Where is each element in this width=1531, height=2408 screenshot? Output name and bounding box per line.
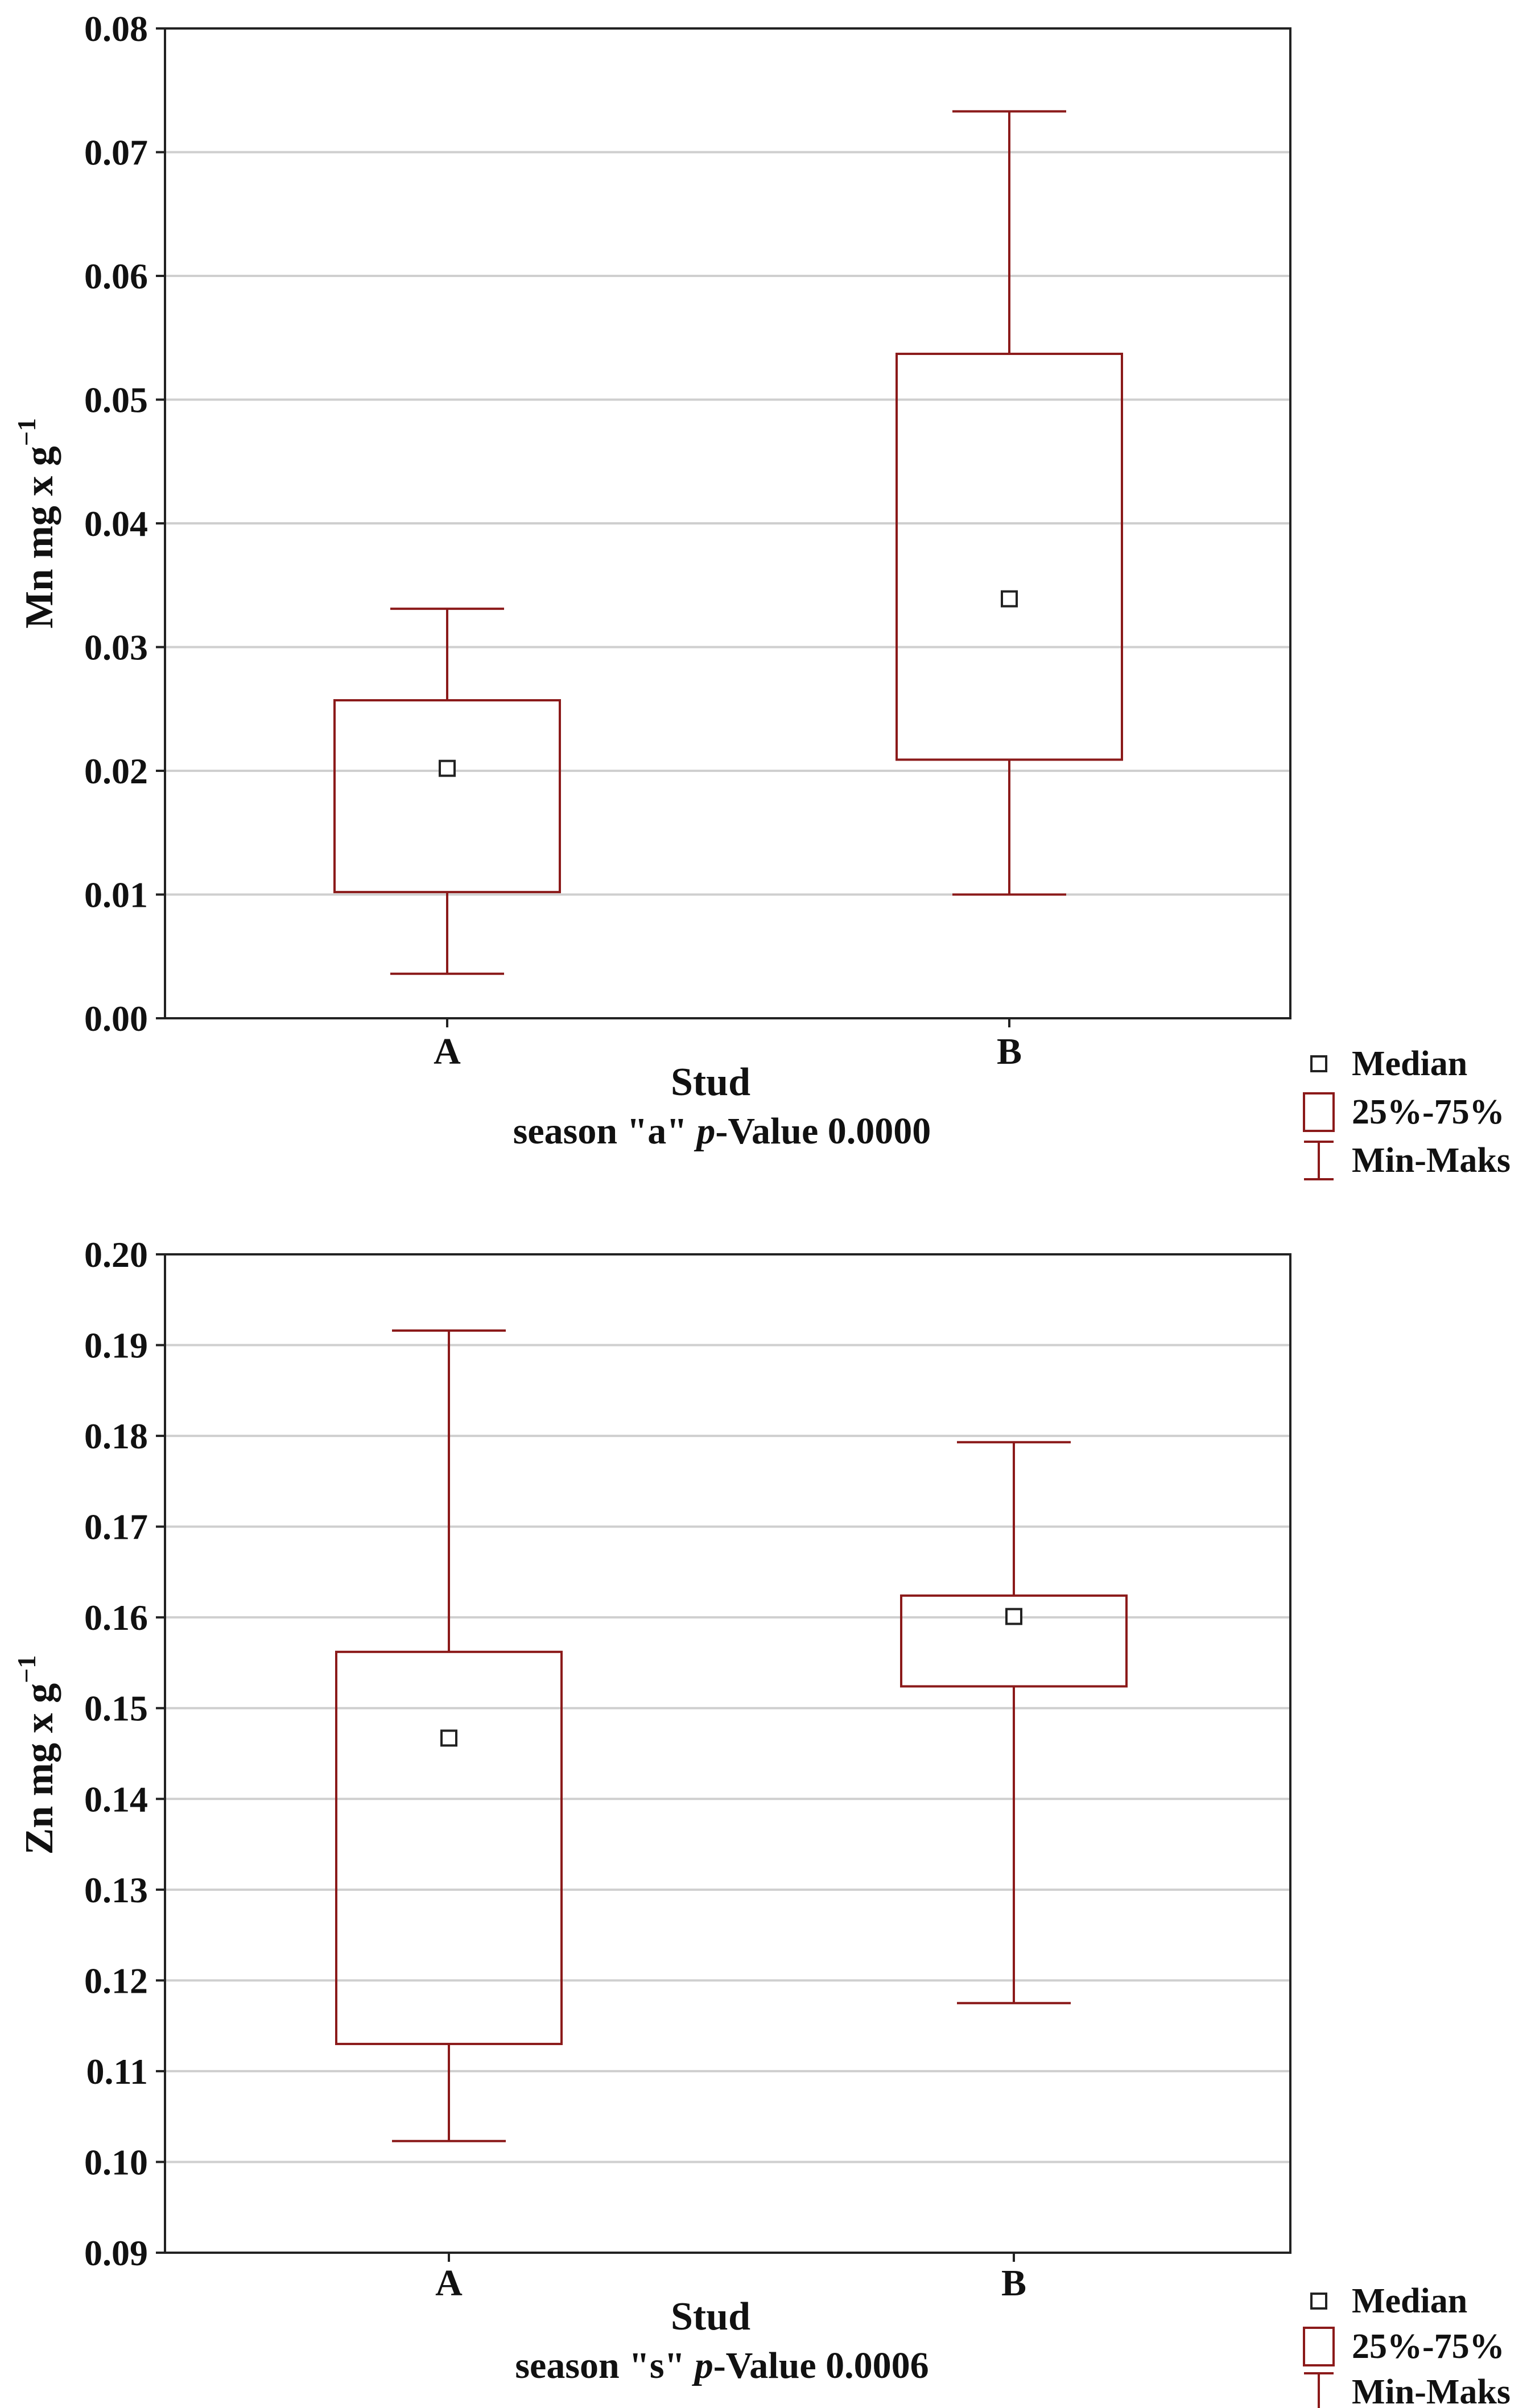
x-axis-subtitle: season "s" p-Value 0.0006 [515,2345,928,2386]
y-tick-label: 0.11 [86,2051,148,2092]
y-tick-label: 0.01 [84,875,148,915]
median-marker [1005,1608,1022,1625]
y-tick-label: 0.14 [84,1779,148,1819]
legend-whisker-label: Min-Maks [1352,1141,1511,1180]
subtitle-season: season "s" [515,2345,694,2386]
y-tick-label: 0.04 [84,503,148,544]
y-tick-label: 0.13 [84,1870,148,1910]
median-marker [440,1729,457,1747]
legend-median-label: Median [1352,1044,1467,1083]
legend-box-symbol [1303,2327,1335,2366]
subtitle-season: season "a" [513,1110,697,1152]
y-tick-label: 0.07 [84,133,148,173]
y-tick-label: 0.18 [84,1416,148,1456]
y-tick-label: 0.06 [84,256,148,296]
y-tick-label: 0.05 [84,380,148,420]
y-axis-label-exponent: −1 [12,1655,41,1683]
y-axis-label: Mn mg x g−1 [12,418,61,629]
mn-boxplot: 0.00 0.01 0.02 0.03 0.04 0.05 0.06 0.07 0.08 A B St… [12,9,1511,1180]
box-B [900,1441,1128,2005]
x-tick-label: A [435,2262,463,2304]
box-A [333,608,561,975]
box-A [335,1329,563,2142]
median-marker [1001,590,1018,608]
y-tick-label: 0.03 [84,627,148,668]
subtitle-p: p [694,1110,715,1152]
y-tick-label: 0.16 [84,1597,148,1638]
x-tick-label: A [434,1031,461,1072]
x-axis-subtitle: season "a" p-Value 0.0000 [513,1110,931,1152]
x-axis-label: Stud [671,1060,750,1104]
subtitle-pvalue: -Value 0.0006 [713,2345,929,2386]
y-axis-label-main: Mn mg x g [18,446,61,629]
iqr-box [896,353,1123,761]
zn-boxplot: 0.09 0.10 0.11 0.12 0.13 0.14 0.15 0.16 0.17 0.18… [12,1234,1511,2408]
x-tick-label: B [997,1031,1022,1072]
y-tick-label: 0.10 [84,2142,148,2182]
legend: Median 25%-75% Min-Maks [1303,1044,1511,1180]
y-tick-label: 0.19 [84,1325,148,1366]
y-axis-label: Zn mg x g−1 [12,1655,61,1855]
y-axis-label-main: Zn mg x g [18,1683,61,1854]
y-tick-label: 0.12 [84,1960,148,2001]
x-axis-label: Stud [671,2295,750,2339]
iqr-box [335,1650,563,2046]
legend: Median 25%-75% Min-Maks [1303,2282,1511,2408]
legend-box-label: 25%-75% [1352,1093,1505,1131]
legend-median-symbol [1310,2293,1327,2310]
legend-box-symbol [1303,1092,1335,1132]
box-B [896,110,1123,896]
y-tick-label: 0.09 [84,2233,148,2273]
subtitle-pvalue: -Value 0.0000 [715,1110,931,1152]
y-tick-label: 0.15 [84,1688,148,1729]
legend-median-label: Median [1352,2282,1467,2320]
legend-box-label: 25%-75% [1352,2327,1505,2366]
x-tick-label: B [1001,2262,1026,2304]
plot-frame [164,1253,1291,2254]
y-tick-label: 0.08 [84,9,148,49]
iqr-box [333,699,561,894]
legend-whisker-label: Min-Maks [1352,2373,1511,2408]
legend-median-symbol [1310,1055,1327,1072]
median-marker [439,759,456,777]
subtitle-p: p [692,2345,713,2386]
y-tick-label: 0.17 [84,1507,148,1547]
y-tick-label: 0.20 [84,1234,148,1275]
y-axis-label-exponent: −1 [12,418,41,446]
iqr-box [900,1594,1128,1688]
y-tick-label: 0.02 [84,751,148,791]
y-tick-label: 0.00 [84,998,148,1039]
